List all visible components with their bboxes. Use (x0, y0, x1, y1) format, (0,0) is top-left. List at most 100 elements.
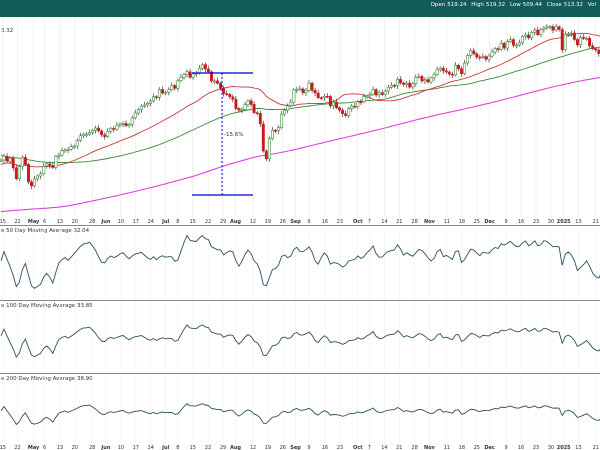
candle (87, 132, 91, 135)
candle (216, 80, 219, 84)
candle (536, 29, 540, 35)
candle (411, 83, 415, 88)
x-tick-label: 10 (118, 219, 124, 225)
x-tick-label: 18 (459, 445, 465, 450)
x-tick-label: 26 (280, 219, 286, 225)
candle (511, 39, 515, 46)
candle (420, 76, 424, 82)
candle (219, 82, 223, 89)
candle (389, 85, 393, 88)
candle (103, 134, 107, 137)
grid (2, 18, 597, 217)
x-tick-label: Sep (290, 219, 301, 225)
x-tick-label: Sep (290, 445, 301, 450)
candle (374, 89, 378, 96)
candle (130, 117, 134, 125)
volume-label: Vol (587, 2, 596, 8)
x-tick-label: 21 (396, 445, 402, 450)
x-tick-label: 16 (322, 445, 328, 450)
x-tick-label: 30 (548, 445, 554, 450)
candle (396, 79, 399, 87)
x-tick-label: 11 (444, 445, 450, 450)
candle (66, 149, 70, 151)
candle (332, 101, 335, 107)
x-tick-label: 20 (72, 445, 78, 450)
candle (487, 55, 491, 60)
x-tick-label: Aug (230, 445, 241, 450)
candle (365, 95, 369, 98)
candle (383, 90, 387, 95)
x-tick-label: 13 (57, 219, 63, 225)
indicator-line-1 (0, 234, 600, 289)
candle (27, 164, 30, 183)
candle (393, 85, 396, 87)
candle (426, 79, 430, 83)
candle (572, 32, 576, 40)
panel-3-title: e 200 Day Moving Average 38.90 (1, 376, 93, 382)
candle (518, 42, 521, 46)
candle (432, 74, 436, 79)
candle (371, 89, 375, 95)
candle (316, 92, 320, 98)
candle (575, 39, 579, 46)
candle (560, 29, 564, 51)
candle (48, 163, 52, 166)
x-tick-label: 23 (337, 445, 343, 450)
candle (8, 157, 12, 162)
moving-average-lines (0, 32, 600, 213)
x-tick-label: 6 (43, 445, 46, 450)
candle (478, 56, 482, 59)
x-tick-label: 13 (575, 219, 581, 225)
candle (350, 105, 354, 109)
x-tick-label: 18 (459, 219, 465, 225)
open-label: Open (430, 2, 446, 8)
candle (39, 173, 43, 177)
candle (289, 101, 293, 107)
x-tick-label: 21 (593, 219, 599, 225)
indicator-lines (0, 228, 600, 448)
x-tick-label: 14 (381, 219, 387, 225)
x-tick-label: 15 (190, 445, 196, 450)
candle (341, 109, 345, 115)
x-tick-label: 16 (322, 219, 328, 225)
candle (322, 96, 326, 99)
x-tick-label: Jun (100, 219, 110, 225)
candle (386, 87, 390, 92)
x-tick-label: 22 (205, 445, 211, 450)
candle (304, 90, 308, 94)
candle (118, 123, 122, 126)
candle (246, 100, 250, 106)
candle (502, 42, 506, 49)
x-tick-label: 16 (518, 219, 524, 225)
candle (542, 27, 546, 30)
candle (359, 101, 363, 103)
candle (475, 53, 479, 58)
candle (274, 130, 277, 132)
candle (493, 48, 497, 53)
candle (292, 89, 296, 103)
x-tick-label: 28 (89, 445, 95, 450)
candle (155, 96, 158, 98)
x-tick-label: 21 (593, 445, 599, 450)
candle (527, 34, 531, 39)
x-tick-label: 23 (533, 219, 539, 225)
ohlc-readout: Open 519.24 High 519.32 Low 509.44 Close 513… (428, 2, 596, 8)
x-tick-label: 22 (205, 219, 211, 225)
x-tick-label: Oct (353, 219, 363, 225)
x-tick-label: Nov (424, 445, 436, 450)
x-tick-label: 29 (220, 219, 226, 225)
x-tick-label: 28 (411, 445, 417, 450)
candle (161, 89, 165, 94)
candle (588, 38, 592, 47)
candle (167, 89, 171, 93)
x-tick-label: 19 (265, 219, 271, 225)
candle (353, 105, 357, 108)
panel-1-title: e 50 Day Moving Average 32.04 (1, 228, 90, 234)
candle (508, 39, 512, 42)
candle (566, 33, 570, 35)
candle (121, 123, 125, 125)
candle (243, 104, 247, 110)
candle (75, 140, 79, 147)
x-tick-label: 2025 (557, 219, 571, 225)
